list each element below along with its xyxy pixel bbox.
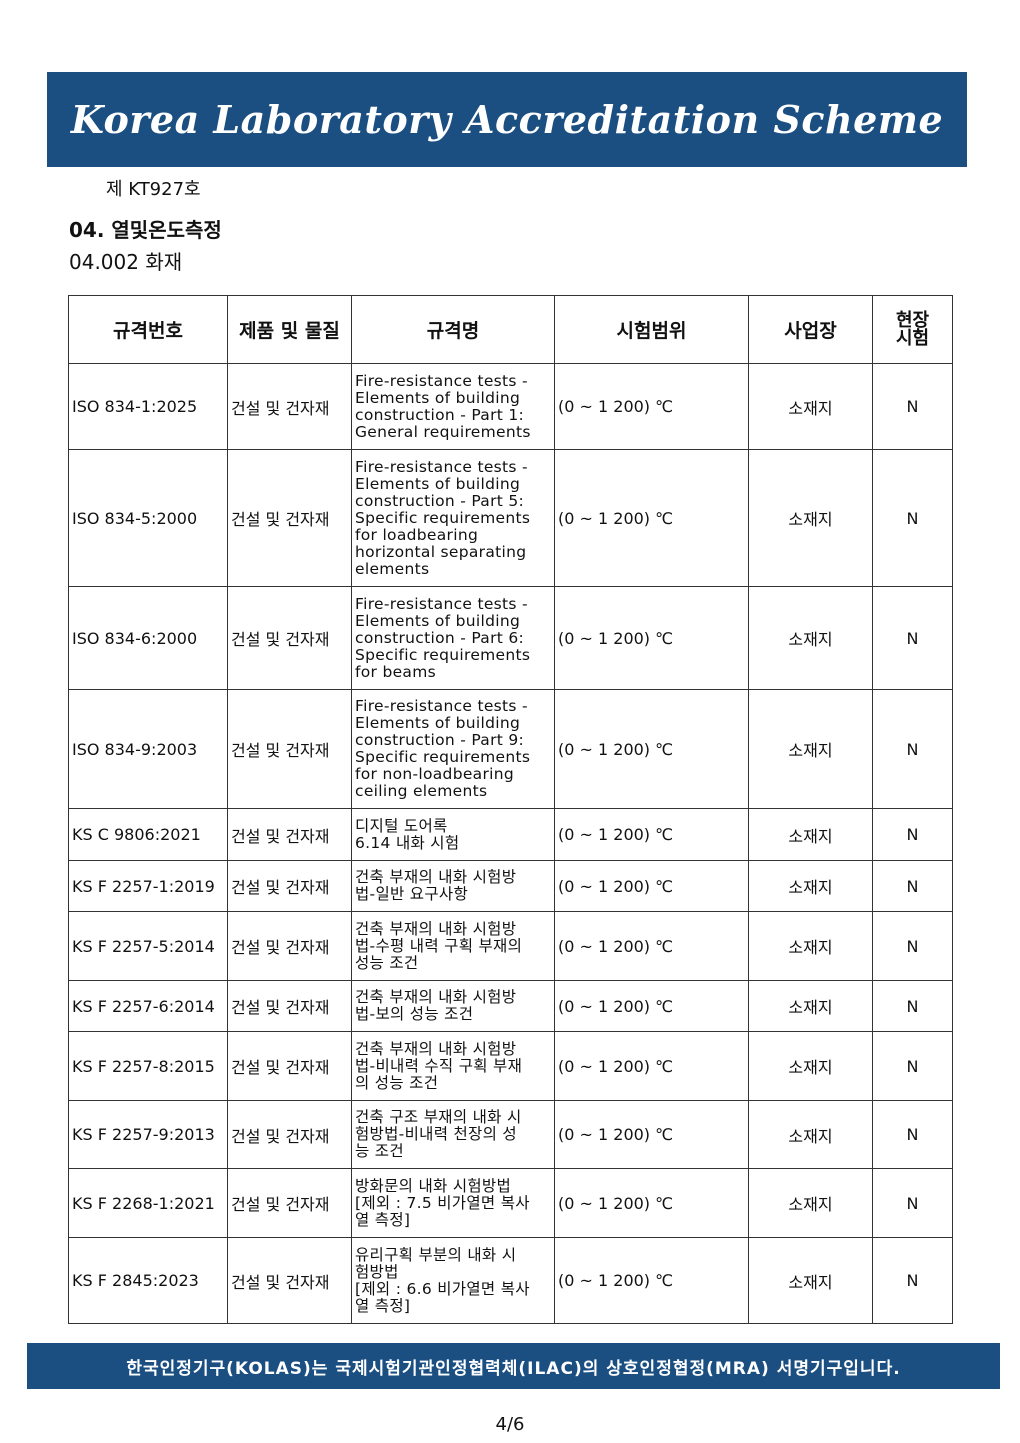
standard-name-cell: 건축 부재의 내화 시험방 법-비내력 수직 구획 부재 의 성능 조건 xyxy=(351,1031,555,1101)
site-cell: 소재지 xyxy=(748,911,873,981)
subsection-title: 04.002 화재 xyxy=(69,250,183,274)
standard-no-cell: KS F 2257-8:2015 xyxy=(68,1031,228,1101)
site-cell: 소재지 xyxy=(748,449,873,587)
header-product: 제품 및 물질 xyxy=(227,295,352,364)
site-cell: 소재지 xyxy=(748,586,873,690)
header-range: 시험범위 xyxy=(554,295,749,364)
standard-name-cell: 건축 부재의 내화 시험방 법-보의 성능 조건 xyxy=(351,980,555,1032)
onsite-test-cell: N xyxy=(872,1100,953,1169)
test-range-cell: (0 ~ 1 200) ℃ xyxy=(554,363,749,450)
standard-name-cell: Fire-resistance tests - Elements of buil… xyxy=(351,689,555,809)
standard-name-cell: Fire-resistance tests - Elements of buil… xyxy=(351,449,555,587)
onsite-test-cell: N xyxy=(872,1031,953,1101)
site-cell: 소재지 xyxy=(748,1168,873,1238)
footer-banner: 한국인정기구(KOLAS)는 국제시험기관인정협력체(ILAC)의 상호인정협정… xyxy=(27,1343,1000,1389)
header-onsite: 현장 시험 xyxy=(872,295,953,364)
standard-name-cell: 디지털 도어록 6.14 내화 시험 xyxy=(351,808,555,861)
test-range-cell: (0 ~ 1 200) ℃ xyxy=(554,689,749,809)
standard-name-cell: 유리구획 부분의 내화 시 험방법 [제외 : 6.6 비가열면 복사 열 측정… xyxy=(351,1237,555,1324)
test-range-cell: (0 ~ 1 200) ℃ xyxy=(554,860,749,912)
standard-no-cell: KS F 2268-1:2021 xyxy=(68,1168,228,1238)
page-number: 4/6 xyxy=(495,1414,525,1435)
standard-name-cell: 건축 구조 부재의 내화 시 험방법-비내력 천장의 성 능 조건 xyxy=(351,1100,555,1169)
site-cell: 소재지 xyxy=(748,1237,873,1324)
table-row: KS F 2257-8:2015 건설 및 건자재 건축 부재의 내화 시험방 법-… xyxy=(68,1031,953,1101)
accreditation-table: 규격번호 제품 및 물질 규격명 시험범위 사업장 현장 시험 ISO 834-1:202… xyxy=(68,295,953,1324)
product-cell: 건설 및 건자재 xyxy=(227,860,352,912)
product-cell: 건설 및 건자재 xyxy=(227,1031,352,1101)
product-cell: 건설 및 건자재 xyxy=(227,449,352,587)
product-cell: 건설 및 건자재 xyxy=(227,980,352,1032)
standard-name-cell: 건축 부재의 내화 시험방 법-수평 내력 구획 부재의 성능 조건 xyxy=(351,911,555,981)
product-cell: 건설 및 건자재 xyxy=(227,911,352,981)
standard-name-cell: Fire-resistance tests - Elements of buil… xyxy=(351,586,555,690)
section-title: 04. 열및온도측정 xyxy=(69,218,222,242)
standard-name-cell: 방화문의 내화 시험방법 [제외 : 7.5 비가열면 복사 열 측정] xyxy=(351,1168,555,1238)
site-cell: 소재지 xyxy=(748,1100,873,1169)
standard-no-cell: KS F 2257-5:2014 xyxy=(68,911,228,981)
header-standard-no: 규격번호 xyxy=(68,295,228,364)
header-standard-name: 규격명 xyxy=(351,295,555,364)
onsite-test-cell: N xyxy=(872,980,953,1032)
onsite-test-cell: N xyxy=(872,449,953,587)
standard-no-cell: KS C 9806:2021 xyxy=(68,808,228,861)
table-row: KS F 2257-9:2013 건설 및 건자재 건축 구조 부재의 내화 시 험… xyxy=(68,1100,953,1169)
product-cell: 건설 및 건자재 xyxy=(227,808,352,861)
test-range-cell: (0 ~ 1 200) ℃ xyxy=(554,1168,749,1238)
header-banner: Korea Laboratory Accreditation Scheme xyxy=(47,72,967,167)
standard-no-cell: ISO 834-6:2000 xyxy=(68,586,228,690)
test-range-cell: (0 ~ 1 200) ℃ xyxy=(554,1031,749,1101)
table-row: ISO 834-5:2000 건설 및 건자재 Fire-resistance te… xyxy=(68,449,953,587)
table-row: KS F 2257-5:2014 건설 및 건자재 건축 부재의 내화 시험방 법-… xyxy=(68,911,953,981)
table-row: ISO 834-1:2025 건설 및 건자재 Fire-resistance te… xyxy=(68,363,953,450)
header-title: Korea Laboratory Accreditation Scheme xyxy=(70,97,944,142)
onsite-test-cell: N xyxy=(872,363,953,450)
standard-name-cell: 건축 부재의 내화 시험방 법-일반 요구사항 xyxy=(351,860,555,912)
table-row: KS F 2845:2023 건설 및 건자재 유리구획 부분의 내화 시 험방법 … xyxy=(68,1237,953,1324)
site-cell: 소재지 xyxy=(748,808,873,861)
standard-no-cell: KS F 2257-6:2014 xyxy=(68,980,228,1032)
onsite-test-cell: N xyxy=(872,911,953,981)
standard-no-cell: ISO 834-1:2025 xyxy=(68,363,228,450)
product-cell: 건설 및 건자재 xyxy=(227,363,352,450)
standard-no-cell: ISO 834-5:2000 xyxy=(68,449,228,587)
onsite-test-cell: N xyxy=(872,689,953,809)
standard-no-cell: KS F 2845:2023 xyxy=(68,1237,228,1324)
product-cell: 건설 및 건자재 xyxy=(227,1100,352,1169)
test-range-cell: (0 ~ 1 200) ℃ xyxy=(554,911,749,981)
site-cell: 소재지 xyxy=(748,689,873,809)
site-cell: 소재지 xyxy=(748,1031,873,1101)
test-range-cell: (0 ~ 1 200) ℃ xyxy=(554,980,749,1032)
table-row: ISO 834-6:2000 건설 및 건자재 Fire-resistance te… xyxy=(68,586,953,690)
table-row: KS F 2257-6:2014 건설 및 건자재 건축 부재의 내화 시험방 법-… xyxy=(68,980,953,1032)
standard-no-cell: KS F 2257-9:2013 xyxy=(68,1100,228,1169)
table-row: ISO 834-9:2003 건설 및 건자재 Fire-resistance te… xyxy=(68,689,953,809)
onsite-test-cell: N xyxy=(872,586,953,690)
product-cell: 건설 및 건자재 xyxy=(227,1237,352,1324)
product-cell: 건설 및 건자재 xyxy=(227,689,352,809)
test-range-cell: (0 ~ 1 200) ℃ xyxy=(554,586,749,690)
test-range-cell: (0 ~ 1 200) ℃ xyxy=(554,1100,749,1169)
certificate-number: 제 KT927호 xyxy=(106,179,201,200)
table-row: KS F 2257-1:2019 건설 및 건자재 건축 부재의 내화 시험방 법-… xyxy=(68,860,953,912)
onsite-test-cell: N xyxy=(872,860,953,912)
site-cell: 소재지 xyxy=(748,860,873,912)
onsite-test-cell: N xyxy=(872,1237,953,1324)
standard-name-cell: Fire-resistance tests - Elements of buil… xyxy=(351,363,555,450)
standard-no-cell: KS F 2257-1:2019 xyxy=(68,860,228,912)
product-cell: 건설 및 건자재 xyxy=(227,586,352,690)
site-cell: 소재지 xyxy=(748,363,873,450)
test-range-cell: (0 ~ 1 200) ℃ xyxy=(554,1237,749,1324)
onsite-test-cell: N xyxy=(872,1168,953,1238)
onsite-test-cell: N xyxy=(872,808,953,861)
test-range-cell: (0 ~ 1 200) ℃ xyxy=(554,808,749,861)
table-row: KS F 2268-1:2021 건설 및 건자재 방화문의 내화 시험방법 [제외… xyxy=(68,1168,953,1238)
site-cell: 소재지 xyxy=(748,980,873,1032)
standard-no-cell: ISO 834-9:2003 xyxy=(68,689,228,809)
table-row: KS C 9806:2021 건설 및 건자재 디지털 도어록 6.14 내화 시험… xyxy=(68,808,953,861)
header-site: 사업장 xyxy=(748,295,873,364)
product-cell: 건설 및 건자재 xyxy=(227,1168,352,1238)
test-range-cell: (0 ~ 1 200) ℃ xyxy=(554,449,749,587)
